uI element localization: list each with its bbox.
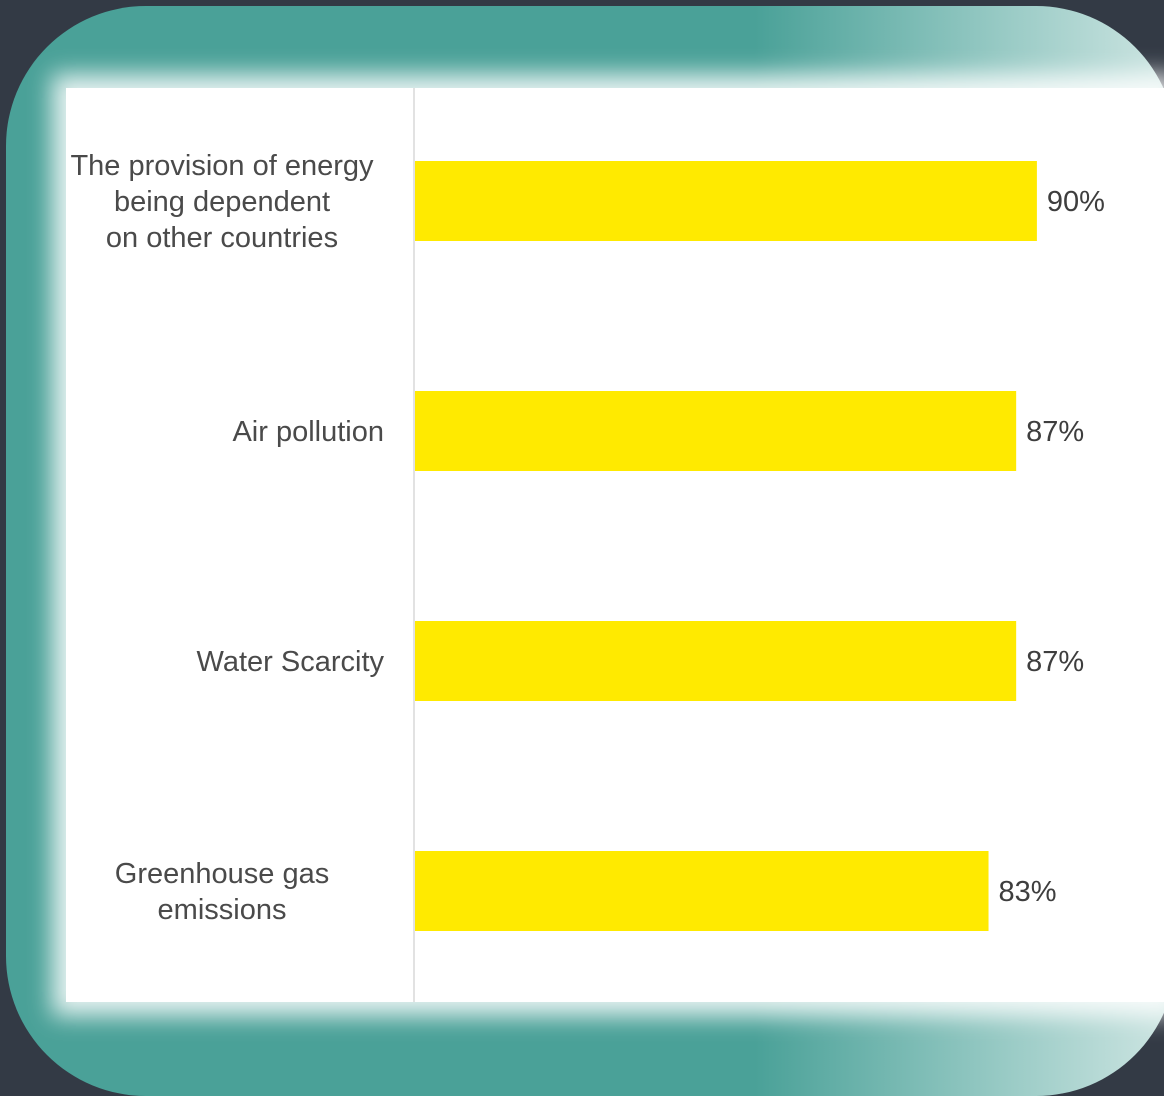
data-label-0: 90% [1047,186,1105,218]
bar-2 [415,621,1017,701]
category-label-line: Greenhouse gas [115,858,329,890]
data-label-2: 87% [1026,646,1084,678]
category-label-0: The provision of energy being dependent on… [70,150,374,254]
category-label-line: Air pollution [232,416,384,448]
category-label-line: Water Scarcity [197,646,385,678]
bar-3 [415,851,989,931]
category-label-line: on other countries [106,222,338,254]
category-label-2: Water Scarcity [197,646,385,678]
data-label-1: 87% [1026,416,1084,448]
category-label-line: emissions [158,894,287,926]
category-label-3: Greenhouse gas emissions [115,858,329,926]
category-label-line: The provision of energy [70,150,374,182]
category-label-1: Air pollution [232,416,384,448]
data-label-3: 83% [999,876,1057,908]
bar-0 [415,161,1037,241]
bar-1 [415,391,1017,471]
category-label-line: being dependent [114,186,330,218]
